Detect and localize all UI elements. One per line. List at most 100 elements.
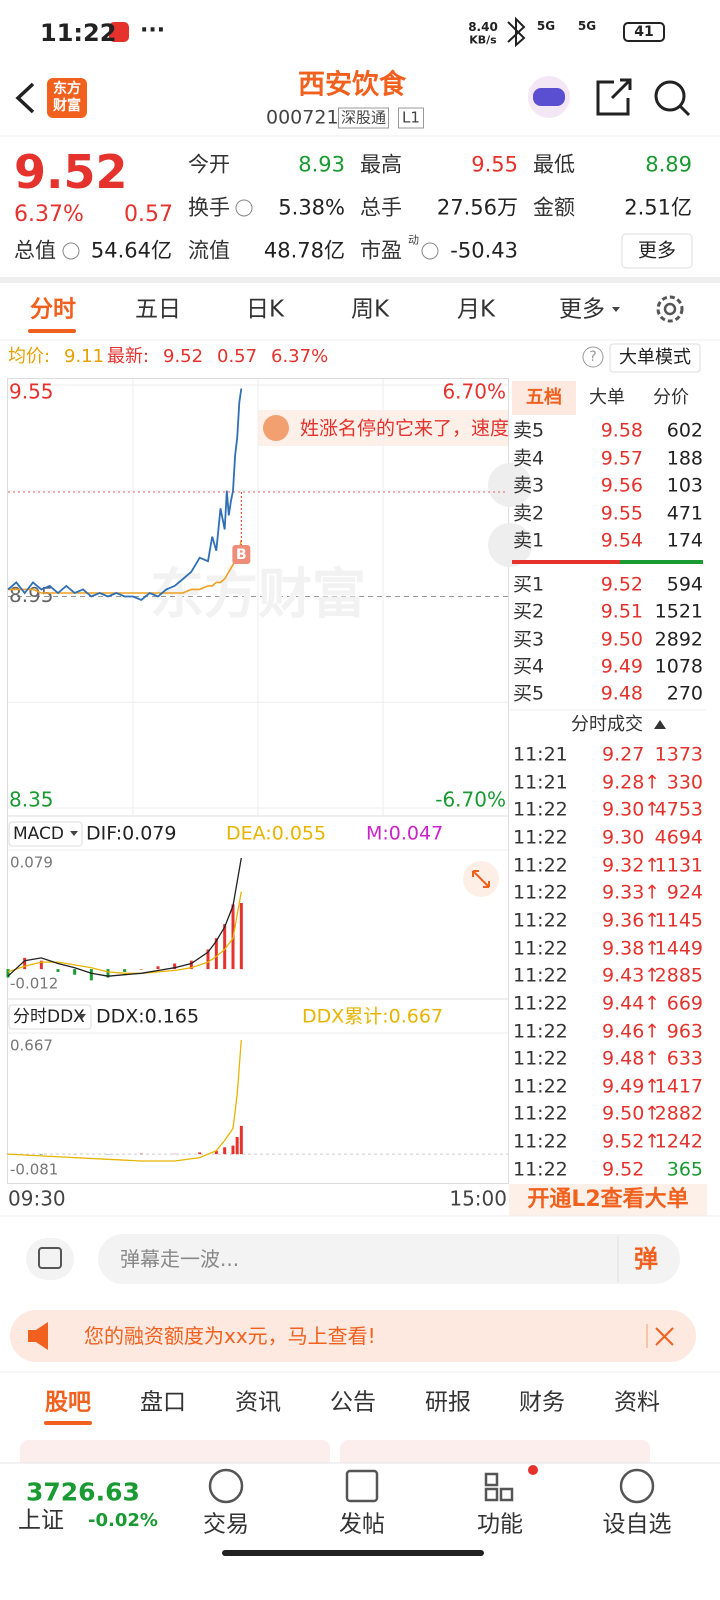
danmu-placeholder[interactable]: 弹幕走一波... (120, 1247, 240, 1271)
status-dots: ··· (140, 18, 166, 43)
trade-time: 11:22 (513, 1047, 568, 1070)
nav-icon[interactable] (345, 1469, 379, 1503)
status-battery: 41 (634, 24, 654, 40)
period-tab[interactable]: 月K (456, 296, 496, 323)
trade-time: 11:22 (513, 826, 568, 849)
trade-marker: B (236, 547, 247, 563)
trade-price: 9.28↑ (602, 771, 661, 794)
mode-button[interactable] (609, 343, 701, 373)
stat-value: 8.93 (298, 152, 345, 177)
ddx-bar (223, 1147, 227, 1155)
series-line (7, 891, 242, 974)
settings-icon[interactable] (656, 295, 684, 323)
share-icon[interactable] (596, 78, 632, 116)
content-tab[interactable]: 盘口 (140, 1389, 186, 1416)
book-tab[interactable]: 大单 (589, 387, 625, 408)
book-price: 9.52 (600, 573, 643, 596)
trade-price: 9.27 (602, 743, 645, 766)
ad-text[interactable]: 您的融资额度为xx元，马上查看! (84, 1324, 376, 1348)
dropdown-icon (612, 307, 620, 312)
danmu-button[interactable]: 弹 (634, 1245, 658, 1273)
stat-value: 27.56万 (436, 195, 518, 220)
y-tick-label: 8.35 (9, 788, 54, 812)
ddx-bar (231, 1145, 235, 1155)
macd-bar (89, 969, 93, 981)
help-icon[interactable] (582, 346, 604, 368)
more-button[interactable]: 更多 (637, 239, 677, 262)
dropdown-icon (78, 1014, 86, 1019)
book-volume: 1078 (654, 655, 703, 678)
indicator-select[interactable] (8, 821, 83, 847)
avg-label: 均价: (8, 346, 51, 367)
book-label: 卖5 (513, 419, 545, 442)
last-price: 9.52 (14, 145, 128, 199)
status-network: 5G (577, 19, 597, 33)
ad-close[interactable] (655, 1327, 674, 1346)
nav-item[interactable]: 交易 (203, 1511, 249, 1538)
stat-label: 总手 (360, 195, 402, 220)
book-tab[interactable]: 五档 (526, 387, 562, 408)
stat-value: 9.55 (471, 152, 518, 177)
trade-volume: 963 (666, 1020, 703, 1042)
search-icon[interactable] (654, 80, 686, 112)
more-button[interactable] (621, 233, 693, 269)
book-price: 9.48 (600, 682, 643, 705)
badge (528, 1465, 538, 1475)
ddx-bar (39, 1154, 43, 1155)
nav-icon (484, 1487, 499, 1502)
nav-icon[interactable] (619, 1468, 655, 1504)
back-icon[interactable] (15, 82, 35, 114)
book-volume: 471 (666, 502, 703, 524)
book-price: 9.58 (600, 419, 643, 442)
macd-bar (156, 966, 160, 970)
status-speed: 8.40 (468, 20, 498, 34)
period-tab[interactable]: 周K (350, 296, 390, 323)
nav-icon[interactable] (208, 1468, 244, 1504)
book-tab[interactable]: 分价 (653, 387, 689, 408)
app-icon (109, 22, 129, 42)
period-tab[interactable]: 日K (245, 296, 285, 323)
trade-price: 9.50↑ (602, 1102, 661, 1125)
stat-label: 市盈 (360, 238, 402, 263)
nav-icon[interactable] (484, 1472, 499, 1487)
danmu-icon[interactable] (26, 1238, 74, 1280)
tab-underline (28, 329, 76, 333)
stat-label: 流值 (188, 238, 230, 263)
macd-bar (73, 969, 77, 975)
book-price: 9.57 (600, 447, 643, 469)
tab-active-bg (512, 381, 576, 415)
nav-item[interactable]: 功能 (477, 1511, 523, 1538)
trade-price: 9.46↑ (602, 1020, 661, 1042)
ad-banner[interactable] (10, 1310, 696, 1362)
period-tab[interactable]: 五日 (135, 296, 181, 323)
content-tab[interactable]: 研报 (425, 1389, 471, 1416)
content-tab[interactable]: 资料 (614, 1389, 660, 1416)
book-label: 卖2 (513, 502, 545, 524)
info-change: 0.57 (217, 346, 258, 367)
nav-item[interactable]: 发帖 (339, 1511, 385, 1538)
l2-banner[interactable]: 开通L2查看大单 (527, 1187, 689, 1212)
content-tab[interactable]: 财务 (519, 1389, 565, 1416)
macd-bar (123, 969, 127, 972)
trade-volume: 2882 (654, 1102, 703, 1125)
tag: L1 (398, 107, 424, 129)
legend-text: DEA:0.055 (226, 823, 326, 845)
status-time: 11:22 (40, 19, 117, 47)
content-tab[interactable]: 资讯 (235, 1389, 281, 1416)
content-tab[interactable]: 股吧 (45, 1389, 91, 1416)
book-volume: 2892 (654, 628, 703, 651)
trade-volume: 1242 (654, 1130, 703, 1153)
trade-time: 11:21 (513, 771, 568, 794)
period-tab[interactable]: 分时 (30, 296, 76, 323)
trade-volume: 669 (666, 992, 703, 1015)
stat-value: 8.89 (645, 152, 692, 177)
period-tab[interactable]: 更多 (559, 296, 605, 323)
danmu-input[interactable] (98, 1234, 680, 1284)
mode-button[interactable]: 大单模式 (619, 347, 691, 368)
indicator-select[interactable] (8, 1004, 92, 1030)
content-tab[interactable]: 公告 (330, 1389, 376, 1416)
l2-bg[interactable] (509, 1184, 707, 1216)
nav-item[interactable]: 设自选 (602, 1511, 672, 1538)
battery-icon (623, 22, 665, 42)
